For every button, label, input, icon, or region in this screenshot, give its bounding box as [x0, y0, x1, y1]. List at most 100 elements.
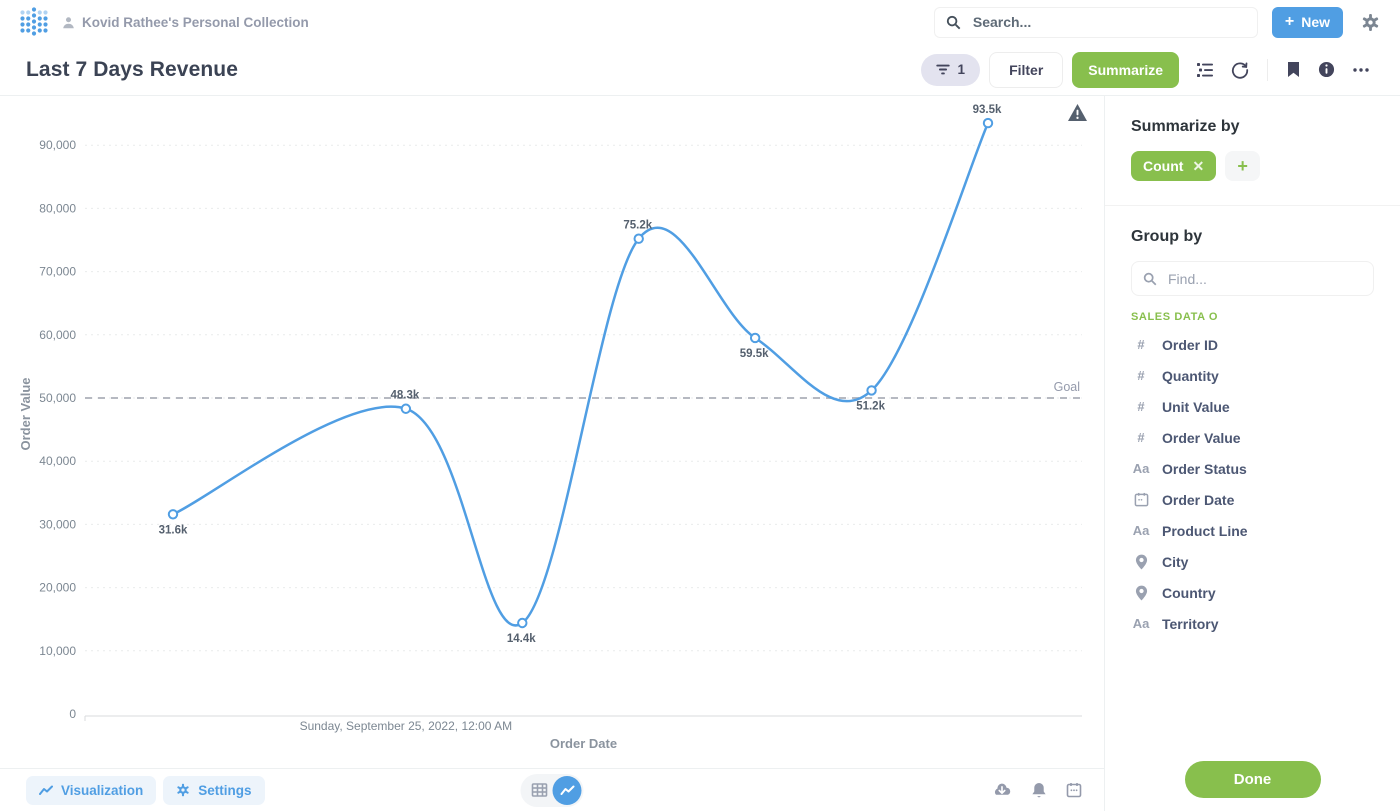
find-search-icon	[1143, 272, 1157, 286]
y-axis-tick-label: 10,000	[39, 644, 76, 658]
summarize-sidebar: Summarize by Count ✕ + Group by SALES DA…	[1104, 96, 1400, 811]
field-item-order-status[interactable]: Aa Order Status	[1131, 453, 1374, 484]
filter-button[interactable]: Filter	[989, 51, 1064, 88]
chart-point-label: 75.2k	[623, 220, 652, 232]
y-axis-tick-label: 60,000	[39, 328, 76, 342]
field-label: Country	[1162, 584, 1216, 601]
string-type-icon: Aa	[1132, 523, 1150, 538]
chart-point-label: 93.5k	[973, 104, 1002, 116]
goal-label: Goal	[1054, 380, 1080, 394]
chart-view-icon[interactable]	[552, 775, 582, 805]
number-type-icon: #	[1137, 337, 1145, 352]
history-refresh-icon[interactable]	[1227, 57, 1253, 83]
chart-data-point[interactable]	[633, 233, 644, 244]
visualization-toggle	[520, 773, 584, 807]
search-icon	[946, 15, 961, 30]
chart-data-point[interactable]	[866, 385, 877, 396]
table-section-label: SALES DATA O	[1131, 311, 1219, 323]
settings-button[interactable]: Settings	[163, 775, 265, 805]
location-pin-icon	[1131, 585, 1151, 601]
y-axis-tick-label: 70,000	[39, 265, 76, 279]
find-input[interactable]	[1166, 269, 1362, 288]
chart-line-series[interactable]	[171, 121, 990, 627]
calendar-icon[interactable]	[1064, 780, 1084, 800]
x-axis-tick-label: Sunday, September 25, 2022, 12:00 AM	[300, 719, 513, 733]
plus-icon: +	[1284, 13, 1295, 30]
chart-data-point[interactable]	[982, 117, 994, 129]
warning-icon[interactable]	[1067, 103, 1088, 122]
done-button[interactable]: Done	[1184, 761, 1321, 798]
divider	[1267, 58, 1268, 81]
visualization-button[interactable]: Visualization	[26, 775, 157, 805]
page-title: Last 7 Days Revenue	[26, 57, 239, 81]
chart-point-label: 51.2k	[856, 400, 885, 412]
breadcrumb-label: Kovid Rathee's Personal Collection	[82, 14, 309, 30]
bookmark-icon[interactable]	[1282, 57, 1305, 82]
y-axis-title: Order Value	[18, 378, 33, 451]
chart-data-point[interactable]	[167, 509, 179, 520]
y-axis-tick-label: 80,000	[39, 201, 76, 215]
field-item-quantity[interactable]: # Quantity	[1131, 360, 1374, 391]
metric-pill-count[interactable]: Count ✕	[1131, 151, 1217, 181]
summarize-button[interactable]: Summarize	[1072, 51, 1179, 88]
gear-icon[interactable]	[1359, 11, 1382, 34]
chart-point-label: 59.5k	[740, 348, 769, 360]
field-label: Order Date	[1162, 491, 1235, 508]
remove-metric-icon[interactable]: ✕	[1192, 158, 1205, 174]
field-label: Order ID	[1162, 336, 1219, 353]
search-input[interactable]	[970, 13, 1246, 31]
chart-point-label: 48.3k	[390, 390, 419, 402]
y-axis-tick-label: 0	[69, 707, 76, 721]
field-label: Unit Value	[1162, 398, 1230, 415]
field-item-order-date[interactable]: Order Date	[1131, 484, 1374, 515]
chart-data-point[interactable]	[749, 332, 761, 344]
field-item-unit-value[interactable]: # Unit Value	[1131, 391, 1374, 422]
field-label: Product Line	[1162, 522, 1248, 539]
field-label: Order Status	[1162, 460, 1247, 477]
field-item-country[interactable]: Country	[1131, 577, 1374, 608]
location-pin-icon	[1131, 554, 1151, 570]
field-item-product-line[interactable]: Aa Product Line	[1131, 515, 1374, 546]
bell-icon[interactable]	[1029, 780, 1049, 801]
title-bar: Last 7 Days Revenue 1 Filter Summarize	[0, 44, 1400, 96]
funnel-icon	[935, 63, 950, 76]
add-metric-button[interactable]: +	[1225, 151, 1261, 181]
chart-point-label: 31.6k	[159, 524, 188, 536]
field-label: Quantity	[1162, 367, 1219, 384]
line-chart-icon	[39, 785, 53, 796]
field-label: City	[1162, 553, 1189, 570]
breadcrumb-collection[interactable]: Kovid Rathee's Personal Collection	[62, 15, 309, 30]
line-chart: 0 10,000 20,000 30,000 40,000 50,000 60,000 70,…	[0, 96, 1104, 768]
summarize-by-heading: Summarize by	[1131, 118, 1240, 135]
field-label: Territory	[1162, 615, 1219, 632]
field-item-city[interactable]: City	[1131, 546, 1374, 577]
number-type-icon: #	[1137, 430, 1145, 445]
info-icon[interactable]	[1314, 57, 1339, 82]
group-by-heading: Group by	[1131, 228, 1203, 245]
chart-data-point[interactable]	[517, 617, 528, 629]
y-axis-tick-label: 20,000	[39, 581, 76, 595]
field-label: Order Value	[1162, 429, 1241, 446]
settings-gear-icon	[176, 783, 190, 797]
search-box[interactable]	[933, 6, 1258, 38]
string-type-icon: Aa	[1132, 461, 1150, 476]
find-box[interactable]	[1131, 261, 1374, 296]
number-type-icon: #	[1137, 399, 1145, 414]
chart-footer: Visualization Settings	[0, 768, 1104, 811]
y-axis-tick-label: 30,000	[39, 517, 76, 531]
active-filter-pill[interactable]: 1	[920, 53, 981, 86]
calendar-type-icon	[1131, 492, 1151, 507]
metabase-logo-icon[interactable]	[18, 7, 50, 36]
field-item-order-value[interactable]: # Order Value	[1131, 422, 1374, 453]
string-type-icon: Aa	[1132, 616, 1150, 631]
notebook-list-icon[interactable]	[1192, 58, 1218, 82]
chart-data-point[interactable]	[400, 403, 412, 414]
table-view-icon[interactable]	[529, 780, 551, 800]
field-item-order-id[interactable]: # Order ID	[1131, 329, 1374, 360]
y-axis-tick-label: 90,000	[39, 138, 76, 152]
download-icon[interactable]	[990, 781, 1014, 800]
new-button[interactable]: + New	[1271, 6, 1343, 38]
field-item-territory[interactable]: Aa Territory	[1131, 608, 1374, 639]
more-options-icon[interactable]	[1348, 63, 1374, 77]
filter-count: 1	[957, 62, 966, 77]
